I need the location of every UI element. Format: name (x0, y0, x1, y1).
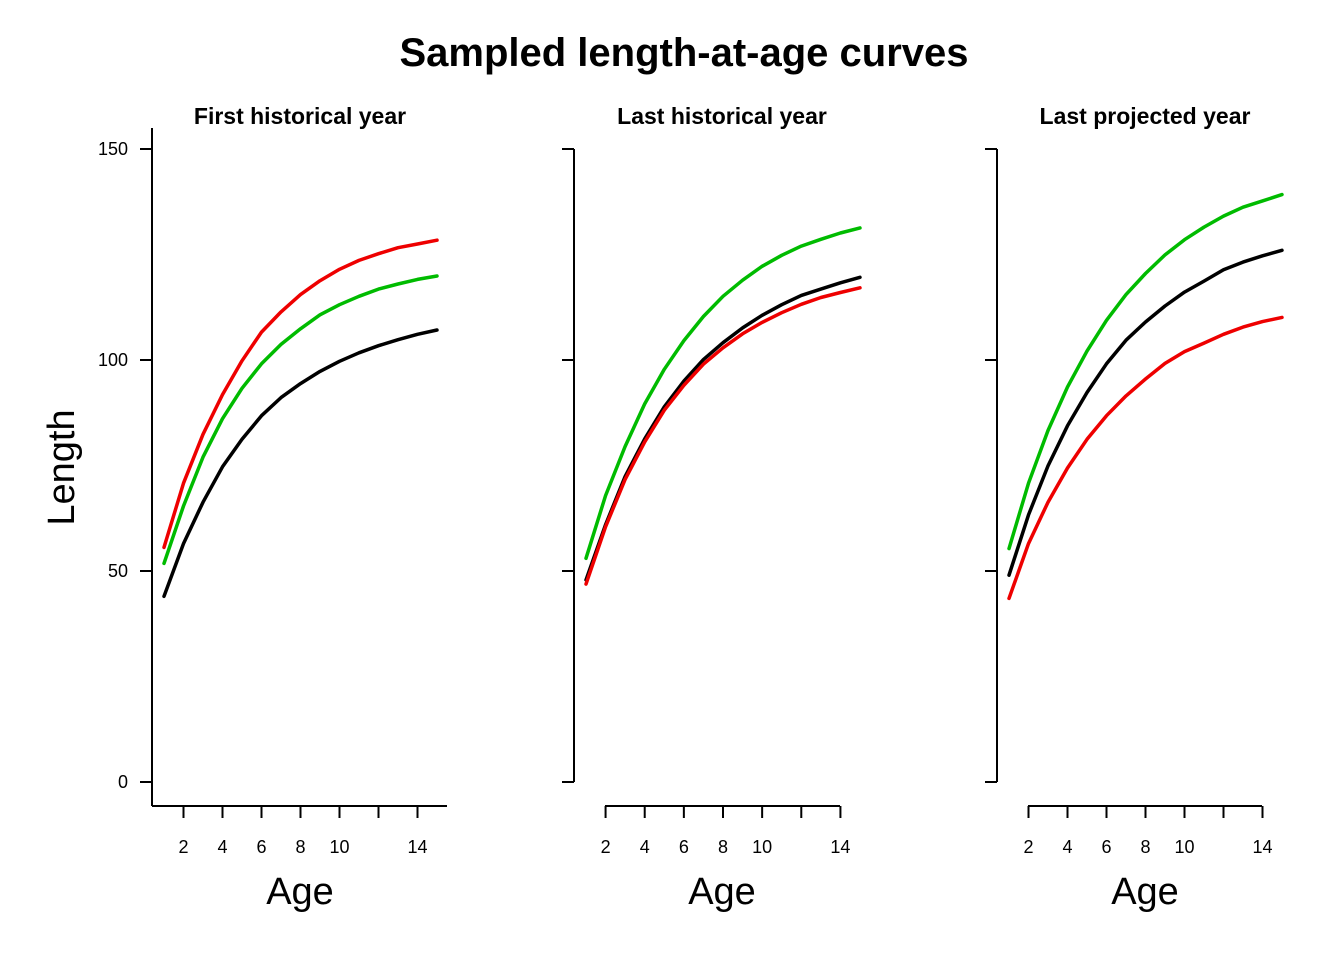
x-tick-label: 2 (1023, 837, 1033, 857)
x-tick-label: 8 (1140, 837, 1150, 857)
x-tick-label: 2 (601, 837, 611, 857)
x-tick-label: 14 (1252, 837, 1272, 857)
x-tick-label: 10 (1174, 837, 1194, 857)
x-tick-label: 8 (718, 837, 728, 857)
x-tick-label: 2 (178, 837, 188, 857)
chart-title: Sampled length-at-age curves (399, 31, 968, 75)
x-tick-label: 14 (830, 837, 850, 857)
panel-2: Last historical year 2 4 6 8 10 14 Age (562, 103, 862, 913)
series-line-2 (584, 286, 862, 586)
y-axis-label: Length (41, 409, 83, 525)
x-axis-label: Age (266, 871, 334, 913)
panel-title: First historical year (194, 103, 406, 129)
series-line-1 (162, 328, 439, 599)
y-tick-label: 0 (118, 772, 128, 792)
x-tick-label: 4 (217, 837, 227, 857)
series-line-2 (162, 238, 439, 550)
x-axis-label: Age (688, 871, 756, 913)
panel-3: Last projected year 2 4 6 8 10 14 Age (985, 103, 1284, 913)
x-tick-label: 10 (752, 837, 772, 857)
x-tick-label: 4 (1062, 837, 1072, 857)
x-tick-label: 8 (295, 837, 305, 857)
y-tick-label: 100 (98, 350, 128, 370)
x-tick-label: 14 (407, 837, 427, 857)
series-line-3 (162, 274, 439, 566)
panel-title: Last projected year (1040, 103, 1251, 129)
series-line-3 (1007, 192, 1284, 551)
x-tick-label: 6 (1101, 837, 1111, 857)
series-line-1 (1007, 248, 1284, 577)
x-tick-label: 10 (329, 837, 349, 857)
series-line-2 (1007, 315, 1284, 601)
panel-1: First historical year 0 50 100 150 2 4 6 8 10 14 Ag… (41, 103, 447, 913)
y-tick-label: 50 (108, 561, 128, 581)
x-tick-label: 6 (679, 837, 689, 857)
panel-title: Last historical year (617, 103, 827, 129)
y-tick-label: 150 (98, 139, 128, 159)
x-tick-label: 6 (256, 837, 266, 857)
x-tick-label: 4 (640, 837, 650, 857)
chart-panels: First historical year 0 50 100 150 2 4 6 8 10 14 Ag… (41, 103, 1284, 913)
x-axis-label: Age (1111, 871, 1179, 913)
series-line-3 (584, 226, 862, 561)
